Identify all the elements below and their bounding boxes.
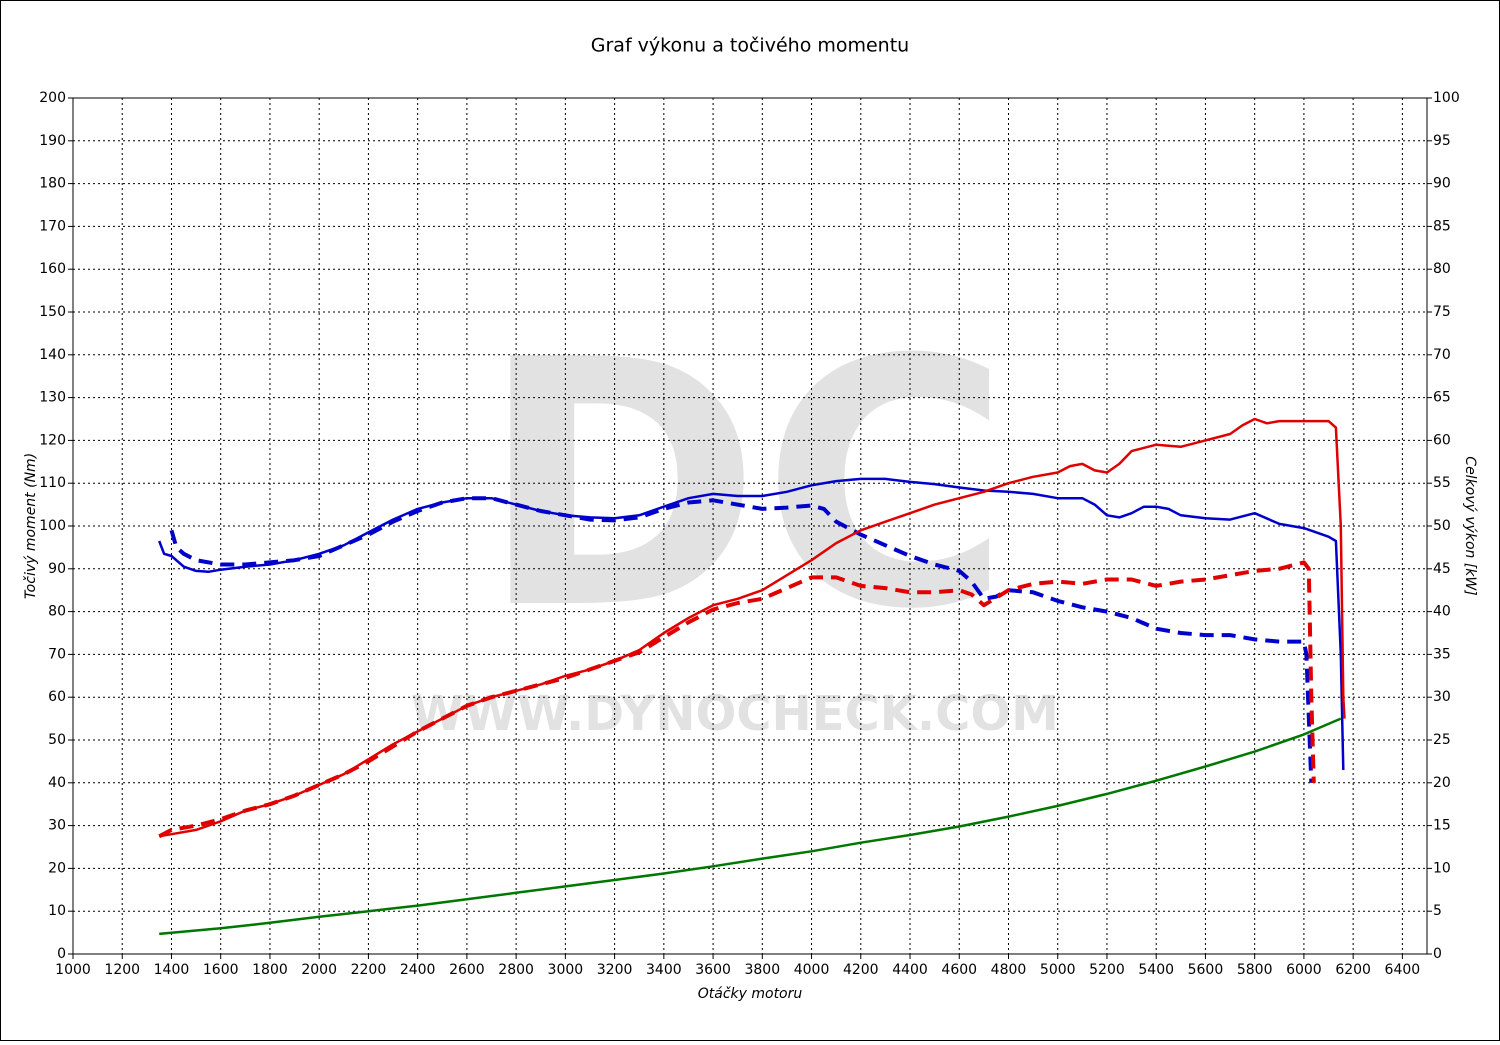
y2-tick-label: 20 [1433,775,1451,791]
chart-title: Graf výkonu a točivého momentu [591,35,909,57]
y-tick-label: 110 [39,475,66,491]
x-tick-label: 4600 [941,962,977,978]
y-tick-label: 120 [39,432,66,448]
y-tick-label: 30 [48,818,66,834]
y-tick-label: 100 [39,518,66,534]
x-tick-label: 2800 [498,962,534,978]
y-tick-label: 70 [48,646,66,662]
x-tick-label: 5600 [1188,962,1224,978]
y2-tick-label: 45 [1433,561,1451,577]
y2-tick-label: 10 [1433,860,1451,876]
x-tick-label: 5400 [1138,962,1174,978]
x-tick-label: 4000 [794,962,830,978]
y2-tick-label: 60 [1433,432,1451,448]
x-tick-label: 3600 [695,962,731,978]
y-tick-label: 10 [48,903,66,919]
x-tick-label: 5800 [1237,962,1273,978]
y2-axis-label: Celkový výkon [kW] [1462,456,1478,595]
y2-tick-label: 95 [1433,133,1451,149]
y-tick-label: 140 [39,347,66,363]
y2-tick-label: 85 [1433,218,1451,234]
y2-tick-label: 30 [1433,689,1451,705]
y2-tick-label: 50 [1433,518,1451,534]
y-tick-label: 80 [48,604,66,620]
y2-tick-label: 80 [1433,261,1451,277]
series-line [158,417,1346,838]
x-tick-label: 4800 [991,962,1027,978]
y2-tick-label: 40 [1433,604,1451,620]
x-tick-label: 6000 [1286,962,1322,978]
watermark: DC [479,288,1011,684]
x-tick-label: 5200 [1089,962,1125,978]
y2-tick-label: 0 [1433,946,1442,962]
y-axis-label: Točivý moment (Nm) [23,453,39,599]
watermark-url: WWW.DYNOCHECK.COM [411,686,1059,742]
y-tick-label: 60 [48,689,66,705]
y2-tick-label: 25 [1433,732,1451,748]
y-tick-label: 20 [48,860,66,876]
x-tick-label: 4400 [892,962,928,978]
y-tick-label: 160 [39,261,66,277]
series-line [169,496,1314,783]
y-tick-label: 0 [57,946,66,962]
y2-tick-label: 90 [1433,176,1451,192]
x-tick-label: 2400 [400,962,436,978]
x-tick-label: 4200 [843,962,879,978]
x-tick-label: 3800 [744,962,780,978]
x-tick-label: 1600 [203,962,239,978]
y-tick-label: 90 [48,561,66,577]
x-tick-label: 3000 [548,962,584,978]
y-tick-label: 200 [39,90,66,106]
x-tick-label: 6200 [1335,962,1371,978]
x-axis-label: Otáčky motoru [698,986,803,1002]
y2-tick-label: 5 [1433,903,1442,919]
y-tick-label: 170 [39,218,66,234]
x-tick-label: 2000 [301,962,337,978]
y2-tick-label: 70 [1433,347,1451,363]
series-line [159,717,1342,936]
x-tick-label: 5000 [1040,962,1076,978]
x-tick-label: 1400 [154,962,190,978]
y-tick-label: 130 [39,390,66,406]
y-tick-label: 50 [48,732,66,748]
y-tick-label: 190 [39,133,66,149]
y2-tick-label: 55 [1433,475,1451,491]
x-tick-label: 1200 [104,962,140,978]
y-tick-label: 150 [39,304,66,320]
y-tick-label: 180 [39,176,66,192]
x-tick-label: 1000 [55,962,91,978]
x-tick-label: 3200 [597,962,633,978]
series-line [158,560,1316,839]
x-tick-label: 2600 [449,962,485,978]
y2-tick-label: 15 [1433,818,1451,834]
x-tick-label: 6400 [1385,962,1421,978]
x-tick-label: 2200 [351,962,387,978]
y2-tick-label: 75 [1433,304,1451,320]
y2-tick-label: 100 [1433,90,1460,106]
x-tick-label: 1800 [252,962,288,978]
y2-tick-label: 65 [1433,390,1451,406]
x-tick-label: 3400 [646,962,682,978]
y2-tick-label: 35 [1433,646,1451,662]
y-tick-label: 40 [48,775,66,791]
